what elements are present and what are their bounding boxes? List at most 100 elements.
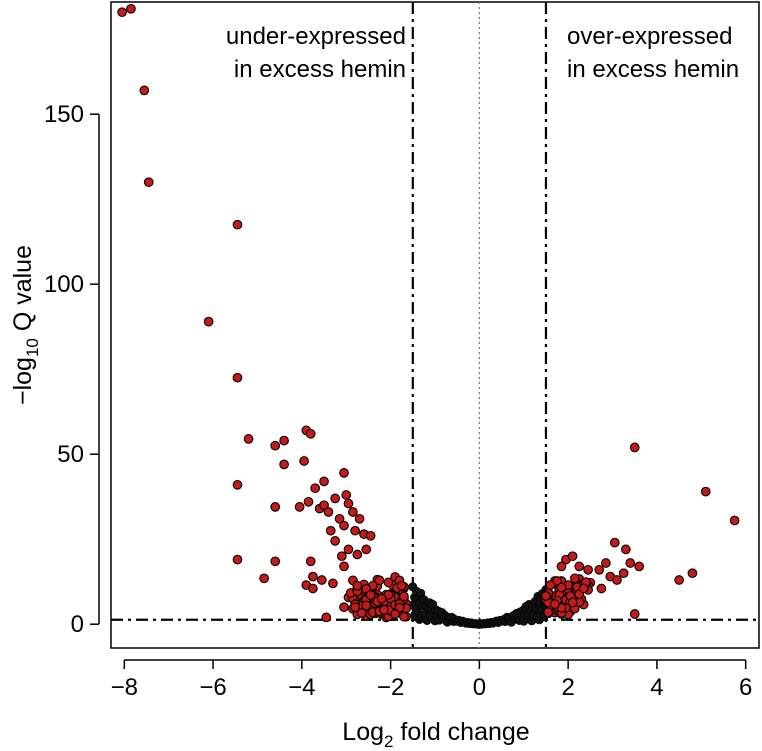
x-tick-label-4: 0 [473, 674, 486, 701]
x-tick-label-3: −2 [377, 674, 404, 701]
x-tick-label-0: −8 [111, 674, 138, 701]
point-significant-15 [319, 476, 329, 487]
point-significant-190 [634, 561, 645, 572]
point-significant-173 [374, 575, 385, 586]
x-axis-title-prefix: Log [342, 718, 384, 746]
point-significant-233 [569, 573, 580, 584]
point-significant-12 [279, 459, 289, 470]
point-significant-32 [325, 525, 336, 536]
point-significant-5 [203, 316, 214, 327]
point-significant-20 [303, 496, 314, 507]
point-significant-24 [323, 507, 334, 517]
point-significant-287 [545, 580, 556, 590]
not-significant-points [408, 582, 551, 629]
point-significant-6 [232, 372, 243, 383]
point-significant-42 [305, 556, 316, 567]
point-significant-191 [674, 575, 684, 585]
y-axis: 0 50 100 150 [44, 101, 100, 638]
point-significant-40 [232, 554, 243, 565]
point-significant-38 [336, 551, 347, 562]
point-significant-175 [376, 593, 387, 604]
x-axis-title-suffix: fold change [393, 718, 529, 746]
point-significant-182 [379, 605, 389, 615]
threshold-lines [111, 2, 759, 648]
point-significant-185 [700, 486, 711, 497]
point-significant-184 [629, 442, 640, 453]
point-significant-4 [232, 219, 243, 230]
point-significant-176 [399, 611, 409, 622]
point-significant-29 [339, 520, 349, 531]
y-tick-label-1: 50 [57, 441, 84, 468]
point-significant-37 [343, 544, 354, 555]
point-significant-286 [556, 582, 567, 593]
point-significant-7 [243, 434, 254, 444]
significant-points [117, 3, 740, 623]
point-significant-3 [143, 177, 154, 188]
point-significant-202 [612, 575, 622, 585]
point-significant-14 [232, 479, 243, 490]
point-significant-188 [620, 544, 631, 555]
point-significant-1 [126, 3, 136, 14]
point-significant-43 [339, 561, 349, 572]
point-significant-18 [270, 502, 281, 512]
point-significant-290 [541, 591, 551, 601]
y-tick-label-2: 100 [44, 271, 84, 298]
point-significant-165 [365, 590, 376, 600]
point-significant-199 [594, 564, 605, 575]
y-tick-label-3: 150 [44, 101, 84, 128]
point-significant-50 [339, 602, 349, 613]
point-significant-17 [339, 468, 349, 478]
point-significant-289 [578, 583, 589, 594]
y-axis-title: −log10 Q value [9, 245, 42, 405]
x-axis: −8 −6 −4 −2 0 2 4 6 [111, 659, 752, 701]
point-significant-27 [348, 507, 358, 517]
point-significant-142 [361, 600, 372, 611]
annotation-under-line-1: under-expressed [226, 23, 406, 50]
x-axis-title: Log2 fold change [342, 718, 529, 751]
y-axis-title-prefix: −log [9, 357, 37, 405]
point-significant-13 [299, 456, 309, 466]
point-significant-36 [361, 544, 372, 555]
point-significant-47 [308, 583, 318, 594]
point-significant-11 [305, 428, 316, 439]
point-significant-179 [352, 580, 363, 591]
point-significant-51 [321, 612, 332, 623]
y-axis-title-subscript: 10 [23, 338, 42, 357]
point-significant-23 [330, 493, 340, 504]
point-significant-2 [139, 85, 150, 96]
x-tick-label-5: 2 [561, 674, 574, 701]
point-significant-16 [310, 483, 321, 494]
point-significant-48 [316, 575, 327, 585]
point-significant-44 [259, 573, 269, 584]
point-significant-41 [270, 556, 281, 567]
point-significant-166 [356, 608, 367, 618]
point-significant-200 [601, 558, 611, 568]
point-significant-8 [270, 440, 281, 451]
point-significant-112 [383, 577, 394, 588]
point-significant-284 [543, 607, 554, 618]
point-significant-180 [396, 580, 407, 591]
point-significant-49 [328, 578, 338, 589]
point-significant-281 [567, 597, 578, 608]
point-significant-195 [567, 551, 578, 562]
point-significant-28 [334, 513, 345, 524]
point-significant-197 [556, 561, 567, 572]
point-significant-186 [729, 515, 740, 526]
point-significant-187 [609, 537, 620, 548]
annotation-under-expressed: under-expressed in excess hemin [226, 23, 406, 83]
point-significant-288 [549, 599, 560, 609]
point-significant-39 [352, 549, 363, 560]
point-significant-9 [279, 435, 289, 446]
x-tick-label-6: 4 [650, 674, 663, 701]
x-tick-label-7: 6 [739, 674, 752, 701]
point-significant-189 [625, 558, 636, 568]
point-significant-26 [343, 498, 354, 509]
x-tick-label-1: −6 [199, 674, 226, 701]
point-significant-35 [365, 530, 376, 541]
plot-frame [110, 1, 760, 649]
point-significant-45 [308, 571, 318, 582]
point-significant-30 [354, 513, 365, 524]
point-significant-0 [117, 7, 127, 18]
point-significant-204 [596, 583, 607, 594]
point-significant-162 [399, 591, 409, 602]
